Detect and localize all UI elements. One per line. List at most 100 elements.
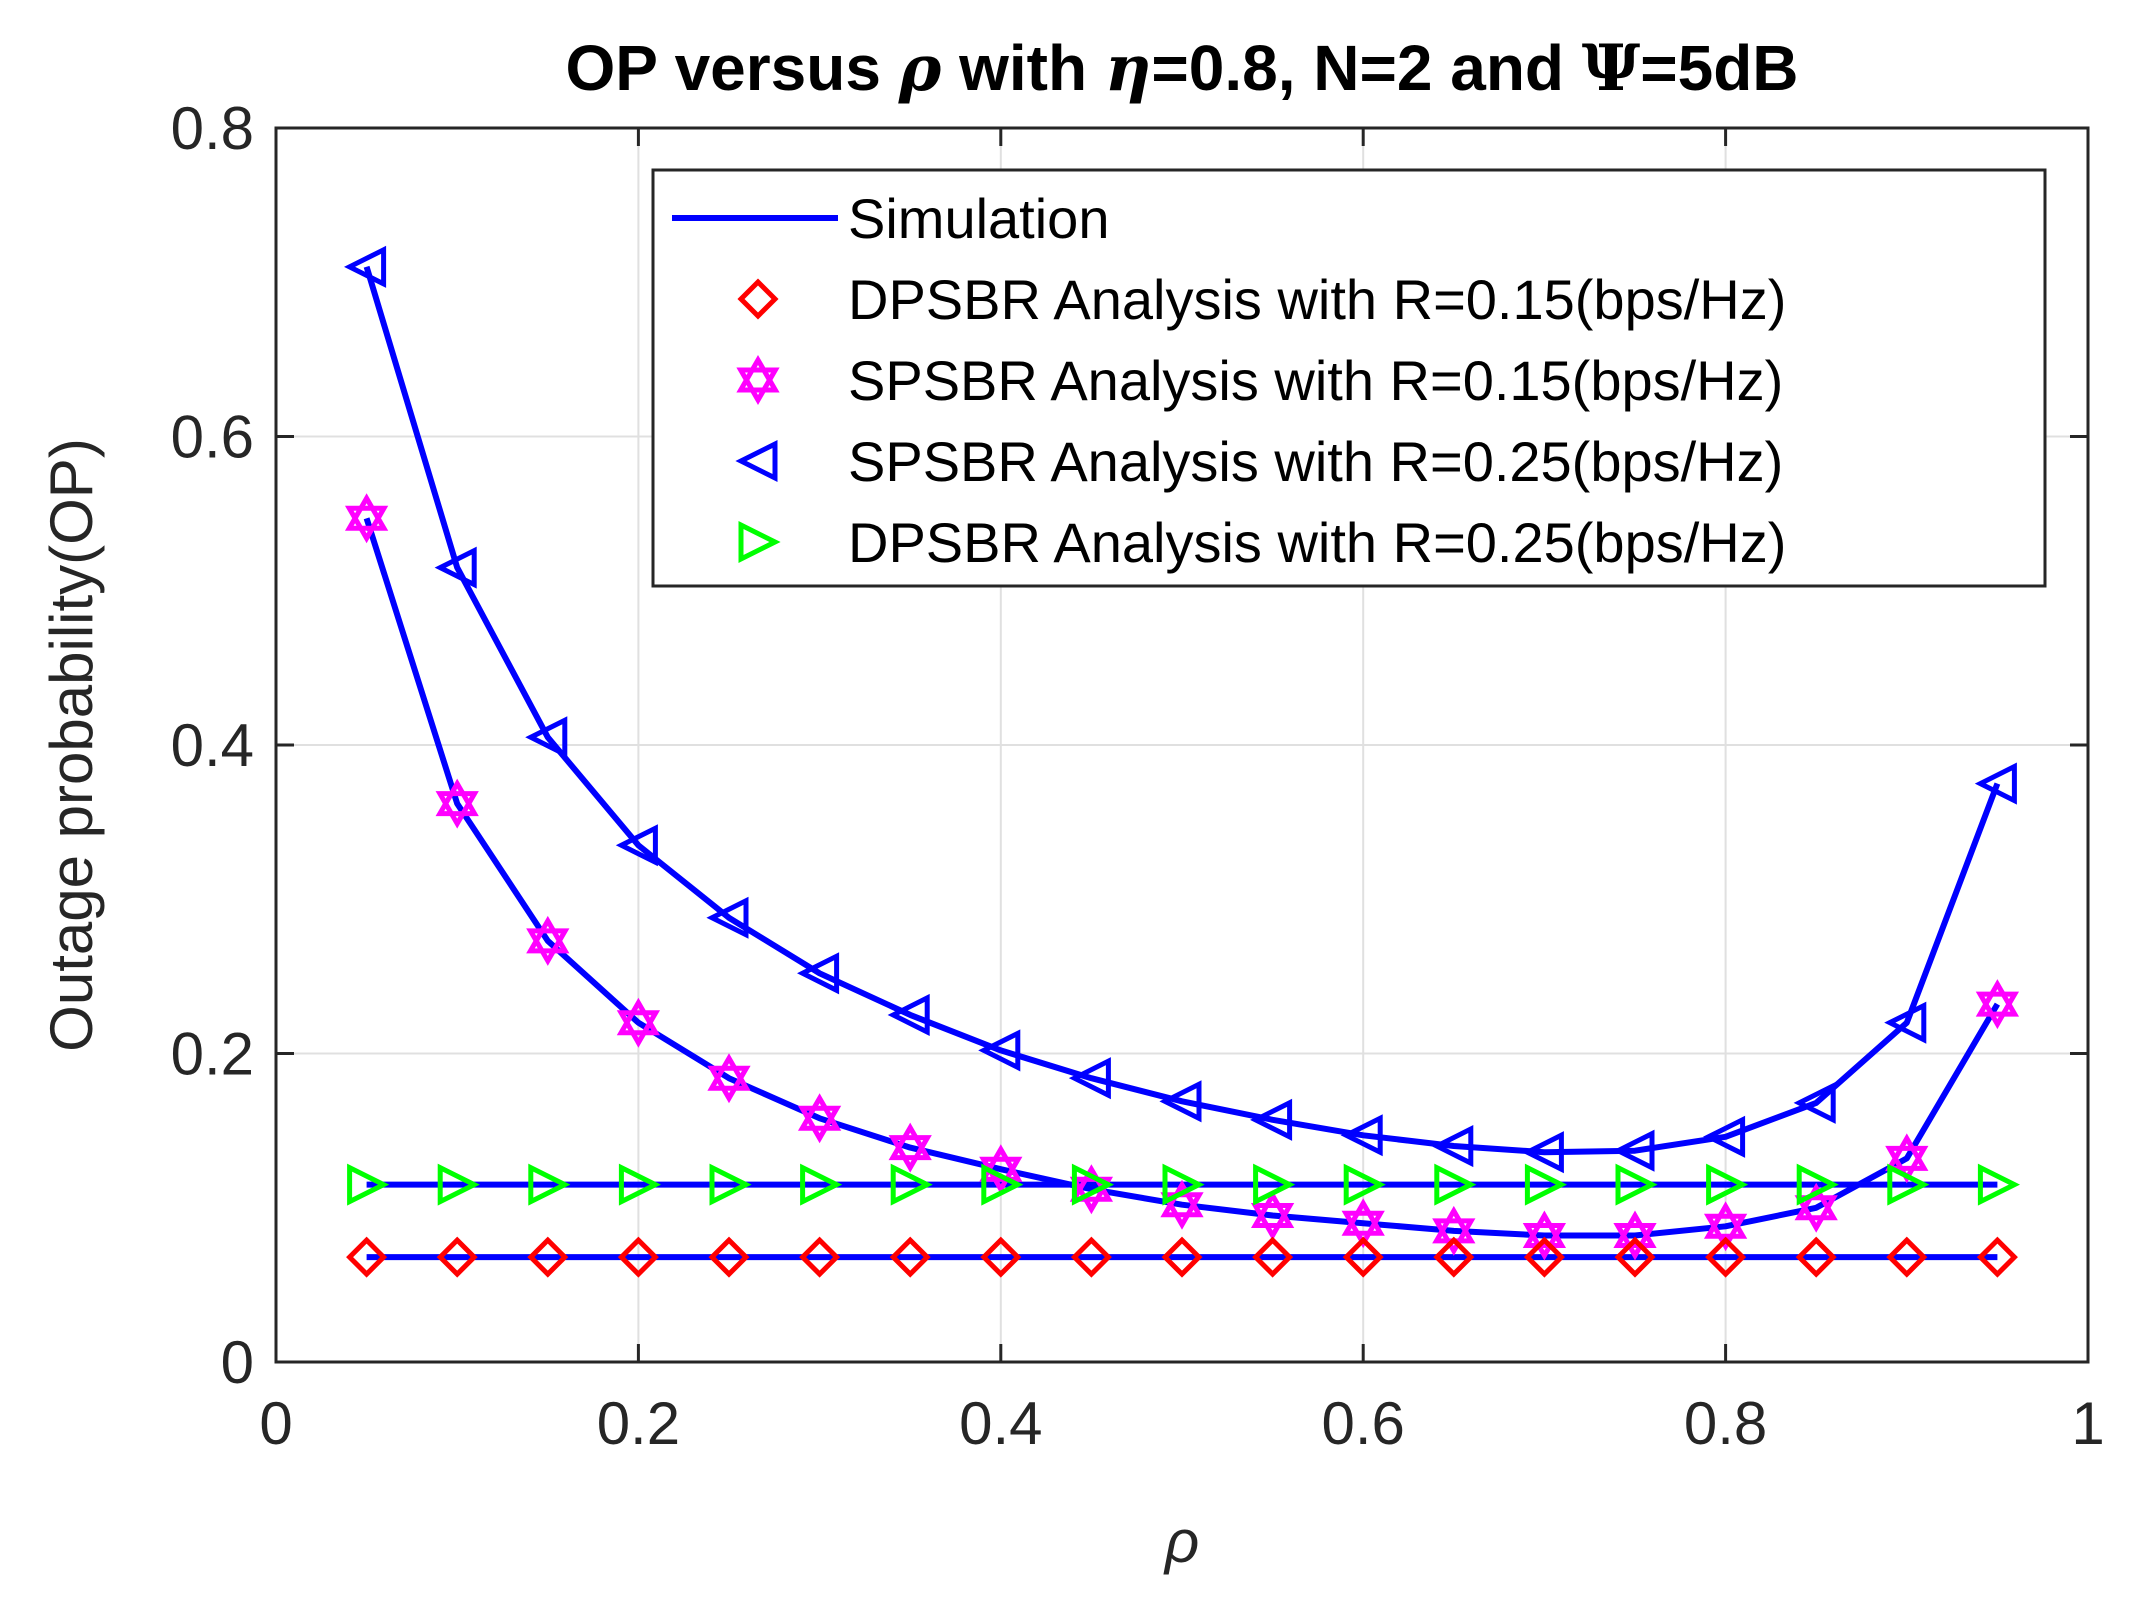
data-point-dp25 (1434, 1163, 1477, 1206)
legend-item-dp25: DPSBR Analysis with R=0.25(bps/Hz) (738, 511, 1786, 574)
data-point-sp15 (344, 493, 389, 544)
data-point-dp15 (1342, 1236, 1384, 1278)
data-point-sp15 (707, 1053, 751, 1104)
data-point-dp15 (1795, 1236, 1837, 1278)
data-point-sp25 (1793, 1081, 1836, 1124)
data-point-dp15 (1705, 1236, 1747, 1278)
data-point-sp15 (1250, 1190, 1295, 1241)
data-point-sp15 (1885, 1133, 1929, 1184)
y-tick-label: 0.8 (171, 95, 254, 162)
data-point-sp25 (1974, 762, 2017, 805)
data-point-dp15 (980, 1236, 1022, 1278)
chart-title: OP versus ρ with η=0.8, N=2 and Ψ=5dB (565, 31, 1798, 106)
x-tick-label: 0.4 (959, 1390, 1042, 1457)
data-point-dp15 (1252, 1236, 1294, 1278)
legend-item-simulation: Simulation (672, 187, 1109, 250)
y-axis-label: Outage probability(OP) (38, 438, 105, 1052)
data-point-dp15 (617, 1236, 659, 1278)
series-sp25 (344, 245, 2017, 1174)
data-point-dp15 (1523, 1236, 1565, 1278)
data-point-dp25 (1977, 1163, 2020, 1206)
data-point-dp15 (1070, 1236, 1112, 1278)
data-point-dp25 (618, 1163, 661, 1206)
x-tick-label: 0.2 (597, 1390, 680, 1457)
data-point-dp15 (527, 1236, 569, 1278)
data-point-dp25 (1887, 1163, 1930, 1206)
data-point-sp25 (344, 245, 387, 288)
data-point-sp25 (525, 716, 568, 759)
data-point-dp25 (1253, 1163, 1296, 1206)
y-tick-label: 0.6 (171, 404, 254, 471)
data-point-sp25 (434, 546, 477, 589)
data-point-dp25 (437, 1163, 480, 1206)
legend-marker-dp25 (738, 520, 781, 564)
data-point-sp25 (887, 993, 930, 1036)
x-tick-label: 0.8 (1684, 1390, 1767, 1457)
legend-item-dp15: DPSBR Analysis with R=0.15(bps/Hz) (737, 268, 1786, 331)
legend-marker-sp15 (736, 354, 780, 406)
x-tick-label: 0.6 (1321, 1390, 1404, 1457)
series-dp15 (346, 1236, 2018, 1278)
data-point-dp25 (1615, 1163, 1658, 1206)
x-axis-label: ρ (1163, 1508, 1199, 1575)
data-point-dp25 (1343, 1163, 1386, 1206)
data-point-sp25 (1159, 1080, 1202, 1123)
data-point-sp15 (1794, 1182, 1838, 1233)
data-point-dp25 (1071, 1163, 1114, 1206)
legend: Simulation DPSBR Analysis with R=0.15(bps… (651, 168, 2047, 588)
simulation-line-sp15 (363, 517, 2000, 1239)
data-point-sp15 (1069, 1164, 1114, 1215)
data-point-sp25 (615, 824, 658, 867)
data-point-dp15 (346, 1236, 388, 1278)
data-point-sp25 (1884, 1001, 1927, 1044)
data-point-sp15 (1975, 979, 2020, 1030)
data-point-dp15 (436, 1236, 478, 1278)
data-point-sp25 (1703, 1115, 1746, 1158)
x-tick-label: 1 (2071, 1390, 2104, 1457)
series-dp25 (347, 1163, 2020, 1206)
data-point-sp25 (978, 1029, 1021, 1072)
data-point-sp15 (435, 778, 479, 829)
data-point-dp25 (709, 1163, 752, 1206)
legend-label: SPSBR Analysis with R=0.25(bps/Hz) (848, 430, 1783, 493)
data-point-sp25 (797, 952, 840, 995)
series-group (344, 245, 2020, 1278)
data-point-dp25 (1706, 1163, 1749, 1206)
data-point-dp25 (347, 1163, 390, 1206)
data-point-sp15 (526, 915, 570, 966)
data-point-dp15 (889, 1236, 931, 1278)
legend-item-sp15: SPSBR Analysis with R=0.15(bps/Hz) (736, 349, 1783, 412)
data-point-dp15 (799, 1236, 841, 1278)
data-point-sp15 (616, 997, 661, 1048)
legend-item-sp25: SPSBR Analysis with R=0.25(bps/Hz) (735, 430, 1783, 493)
data-point-dp15 (1886, 1236, 1928, 1278)
y-tick-label: 0.4 (171, 712, 254, 779)
data-point-dp15 (1976, 1236, 2018, 1278)
data-point-dp25 (981, 1163, 1024, 1206)
data-point-sp15 (888, 1122, 932, 1173)
data-point-sp15 (1703, 1201, 1748, 1252)
data-point-dp25 (1524, 1163, 1567, 1206)
data-point-dp15 (1614, 1236, 1656, 1278)
data-point-dp25 (1796, 1163, 1839, 1206)
plot-frame (274, 126, 2090, 1364)
data-point-dp15 (1433, 1236, 1475, 1278)
data-point-sp15 (1613, 1210, 1657, 1261)
y-tick-label: 0 (221, 1329, 254, 1396)
data-point-sp25 (1340, 1114, 1383, 1157)
data-point-dp25 (800, 1163, 843, 1206)
data-point-sp25 (1250, 1098, 1293, 1141)
data-point-sp25 (1521, 1131, 1564, 1174)
data-point-dp25 (890, 1163, 933, 1206)
legend-label: DPSBR Analysis with R=0.15(bps/Hz) (848, 268, 1786, 331)
legend-marker-dp15 (737, 278, 779, 320)
data-point-dp15 (708, 1236, 750, 1278)
y-tick-label: 0.2 (171, 1021, 254, 1088)
data-point-sp25 (706, 896, 749, 939)
data-point-dp25 (528, 1163, 571, 1206)
x-tick-label: 0 (259, 1390, 292, 1457)
data-point-sp25 (1431, 1125, 1474, 1168)
data-point-sp25 (1068, 1057, 1111, 1100)
legend-marker-sp25 (735, 439, 778, 483)
